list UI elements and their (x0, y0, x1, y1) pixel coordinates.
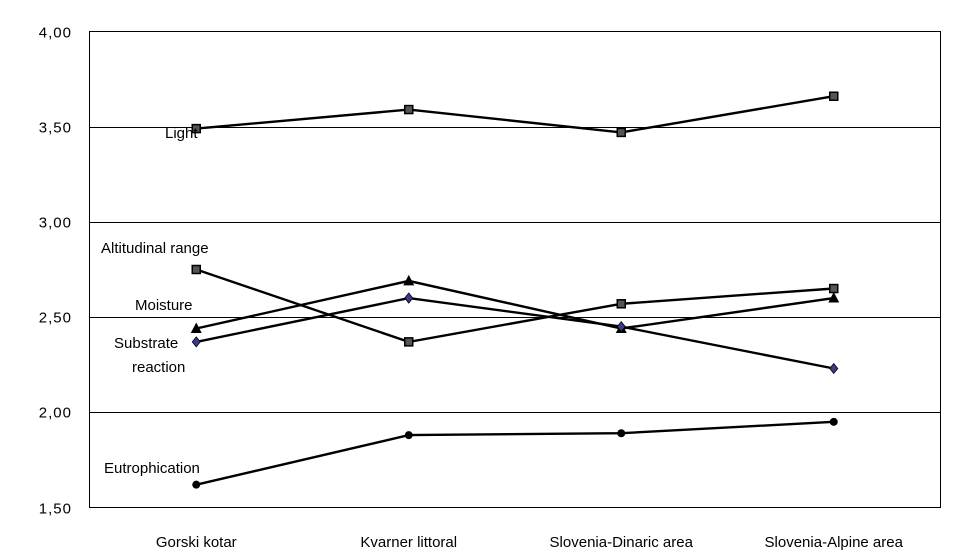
plot-frame (90, 32, 941, 508)
series-line-substrate-reaction (196, 298, 834, 368)
y-tick-label: 3,50 (39, 120, 72, 137)
data-point-altitudinal-range (617, 300, 625, 308)
data-point-substrate-reaction (192, 337, 200, 347)
annotation-eutrophication: Eutrophication (104, 460, 200, 477)
data-point-moisture (828, 292, 839, 303)
data-point-altitudinal-range (405, 338, 413, 346)
data-point-altitudinal-range (192, 266, 200, 274)
y-tick-label: 1,50 (39, 501, 72, 518)
series-light (192, 92, 838, 136)
data-point-substrate-reaction (830, 364, 838, 374)
y-axis-ticks: 1,50 2,00 2,50 3,00 3,50 4,00 (39, 25, 72, 518)
x-category-label: Slovenia-Dinaric area (550, 534, 694, 551)
x-axis-categories: Gorski kotar Kvarner littoral Slovenia-Din… (156, 534, 904, 551)
y-tick-label: 2,50 (39, 310, 72, 327)
annotation-light: Light (165, 125, 198, 142)
annotation-substrate-line1: Substrate (114, 335, 178, 352)
data-point-eutrophication (830, 418, 838, 426)
y-tick-label: 3,00 (39, 215, 72, 232)
y-tick-label: 2,00 (39, 405, 72, 422)
data-point-eutrophication (192, 481, 200, 489)
y-tick-label: 4,00 (39, 25, 72, 42)
annotation-substrate-line2: reaction (132, 359, 185, 376)
data-point-light (830, 92, 838, 100)
series-line-light (196, 96, 834, 132)
x-category-label: Slovenia-Alpine area (765, 534, 904, 551)
x-category-label: Kvarner littoral (360, 534, 457, 551)
data-point-light (617, 128, 625, 136)
data-point-substrate-reaction (405, 293, 413, 303)
data-point-eutrophication (617, 429, 625, 437)
data-point-altitudinal-range (830, 285, 838, 293)
series-moisture (191, 275, 840, 333)
data-point-eutrophication (405, 431, 413, 439)
x-category-label: Gorski kotar (156, 534, 237, 551)
annotation-moisture: Moisture (135, 297, 193, 314)
annotation-altitudinal-range: Altitudinal range (101, 240, 209, 257)
data-point-moisture (403, 275, 414, 286)
gridlines (90, 128, 940, 413)
series-group (191, 92, 840, 488)
series-eutrophication (192, 418, 838, 489)
series-annotations: Light Altitudinal range Moisture Substra… (101, 125, 209, 477)
series-line-eutrophication (196, 422, 834, 485)
data-point-light (405, 106, 413, 114)
